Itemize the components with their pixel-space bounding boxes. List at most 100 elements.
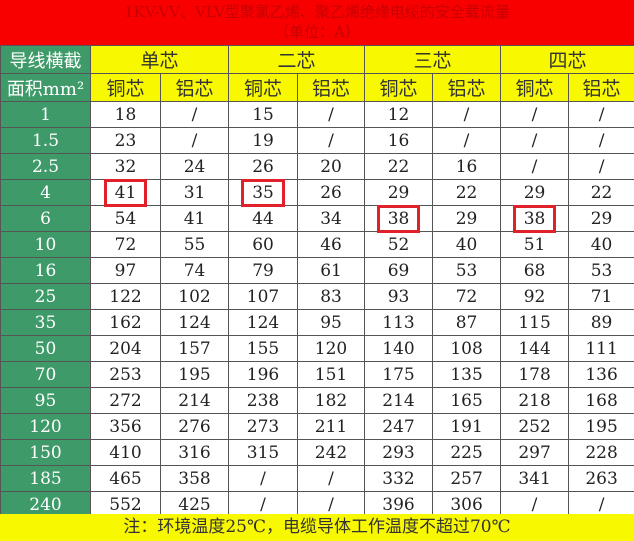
value-cell: 247 bbox=[364, 413, 434, 440]
value-cell: 61 bbox=[297, 257, 366, 284]
value-cell: 252 bbox=[500, 413, 570, 440]
table-row: 70 253 195 196 151 175 135 178 136 bbox=[0, 361, 634, 388]
value-cell: 26 bbox=[297, 179, 366, 206]
value-cell: / bbox=[228, 465, 299, 492]
value-cell: 204 bbox=[90, 335, 161, 362]
cross-section-cell: 50 bbox=[0, 335, 91, 362]
cross-section-cell: 10 bbox=[0, 231, 91, 258]
value-cell: 20 bbox=[297, 153, 366, 180]
table-row: 35 162 124 124 95 113 87 115 89 bbox=[0, 309, 634, 336]
value-cell: 358 bbox=[159, 465, 230, 492]
highlight-box: 41 bbox=[103, 178, 148, 207]
cross-section-cell: 1.5 bbox=[0, 127, 91, 154]
value-cell: 72 bbox=[90, 231, 161, 258]
value-cell: 135 bbox=[432, 361, 502, 388]
value-cell: 214 bbox=[364, 387, 434, 414]
value-cell: 191 bbox=[432, 413, 502, 440]
value-cell: 178 bbox=[500, 361, 570, 388]
value-cell: 293 bbox=[364, 439, 434, 466]
value-cell: 29 bbox=[432, 205, 502, 232]
highlight-box: 38 bbox=[376, 204, 421, 233]
corner-header-bottom: 面积mm² bbox=[0, 73, 91, 102]
value-cell: 29 bbox=[364, 179, 434, 206]
group-three-core: 三芯 bbox=[364, 45, 502, 74]
table-row: 6 54 41 44 34 38 29 38 29 bbox=[0, 204, 634, 233]
value-cell: 175 bbox=[364, 361, 434, 388]
value-cell: 253 bbox=[90, 361, 161, 388]
value-cell: 162 bbox=[90, 309, 161, 336]
value-cell: 24 bbox=[159, 153, 230, 180]
value-cell: 155 bbox=[228, 335, 299, 362]
aluminum-core-header: 铝芯 bbox=[159, 73, 230, 102]
highlighted-cell: 35 bbox=[228, 178, 299, 207]
value-cell: 22 bbox=[568, 179, 634, 206]
value-cell: 40 bbox=[568, 231, 634, 258]
value-cell: 97 bbox=[90, 257, 161, 284]
table-row: 95 272 214 238 182 214 165 218 168 bbox=[0, 387, 634, 414]
value-cell: / bbox=[500, 101, 570, 128]
value-cell: 52 bbox=[364, 231, 434, 258]
table-row: 185 465 358//332 257 341 263 bbox=[0, 465, 634, 492]
value-cell: 23 bbox=[90, 127, 161, 154]
table-row: 4 41 31 35 26 29 22 29 22 bbox=[0, 178, 634, 207]
value-cell: 218 bbox=[500, 387, 570, 414]
value-cell: 93 bbox=[364, 283, 434, 310]
value-cell: 31 bbox=[159, 179, 230, 206]
group-two-core: 二芯 bbox=[228, 45, 366, 74]
value-cell: 46 bbox=[297, 231, 366, 258]
value-cell: 60 bbox=[228, 231, 299, 258]
value-cell: 68 bbox=[500, 257, 570, 284]
copper-core-header: 铜芯 bbox=[90, 73, 161, 102]
value-cell: / bbox=[159, 101, 230, 128]
value-cell: / bbox=[297, 465, 366, 492]
value-cell: 122 bbox=[90, 283, 161, 310]
value-cell: 297 bbox=[500, 439, 570, 466]
highlight-box: 38 bbox=[512, 204, 557, 233]
cross-section-cell: 95 bbox=[0, 387, 91, 414]
value-cell: / bbox=[568, 101, 634, 128]
value-cell: 157 bbox=[159, 335, 230, 362]
group-four-core: 四芯 bbox=[500, 45, 634, 74]
value-cell: / bbox=[297, 127, 366, 154]
footer-note: 注：环境温度25℃，电缆导体工作温度不超过70℃ bbox=[0, 514, 634, 541]
value-cell: 195 bbox=[159, 361, 230, 388]
value-cell: 107 bbox=[228, 283, 299, 310]
value-cell: 306 bbox=[432, 491, 502, 518]
title-unit: （单位：A） bbox=[274, 23, 360, 41]
cross-section-cell: 2.5 bbox=[0, 153, 91, 180]
value-cell: 214 bbox=[159, 387, 230, 414]
value-cell: 140 bbox=[364, 335, 434, 362]
value-cell: 12 bbox=[364, 101, 434, 128]
value-cell: / bbox=[500, 153, 570, 180]
table-row: 25 122 102 107 83 93 72 92 71 bbox=[0, 283, 634, 310]
value-cell: 196 bbox=[228, 361, 299, 388]
value-cell: 108 bbox=[432, 335, 502, 362]
value-cell: 72 bbox=[432, 283, 502, 310]
ampacity-table: 导线横截 单芯 二芯 三芯 四芯 面积mm² 铜芯 铝芯 铜芯 铝芯 铜芯 铝芯 铜芯 铝芯 … bbox=[0, 45, 634, 518]
value-cell: 182 bbox=[297, 387, 366, 414]
value-cell: 44 bbox=[228, 205, 299, 232]
table-row: 1.5 23/19/16// / bbox=[0, 127, 634, 154]
value-cell: / bbox=[432, 101, 502, 128]
cross-section-cell: 4 bbox=[0, 179, 91, 206]
aluminum-core-header: 铝芯 bbox=[432, 73, 502, 102]
value-cell: 257 bbox=[432, 465, 502, 492]
table-row: 150 410 316 315 242 293 225 297 228 bbox=[0, 439, 634, 466]
cross-section-cell: 35 bbox=[0, 309, 91, 336]
value-cell: 228 bbox=[568, 439, 634, 466]
value-cell: 95 bbox=[297, 309, 366, 336]
value-cell: / bbox=[568, 153, 634, 180]
highlighted-cell: 38 bbox=[364, 204, 434, 233]
value-cell: 18 bbox=[90, 101, 161, 128]
value-cell: / bbox=[159, 127, 230, 154]
table-row: 50 204 157 155 120 140 108 144 111 bbox=[0, 335, 634, 362]
cross-section-cell: 1 bbox=[0, 101, 91, 128]
value-cell: 341 bbox=[500, 465, 570, 492]
cross-section-cell: 70 bbox=[0, 361, 91, 388]
table-title: 1KV-VV、VLV型聚氯乙烯、聚乙烯绝缘电缆的安全载流量 （单位：A） bbox=[0, 0, 634, 45]
aluminum-core-header: 铝芯 bbox=[297, 73, 366, 102]
value-cell: 29 bbox=[568, 205, 634, 232]
value-cell: 315 bbox=[228, 439, 299, 466]
value-cell: 102 bbox=[159, 283, 230, 310]
cross-section-cell: 185 bbox=[0, 465, 91, 492]
